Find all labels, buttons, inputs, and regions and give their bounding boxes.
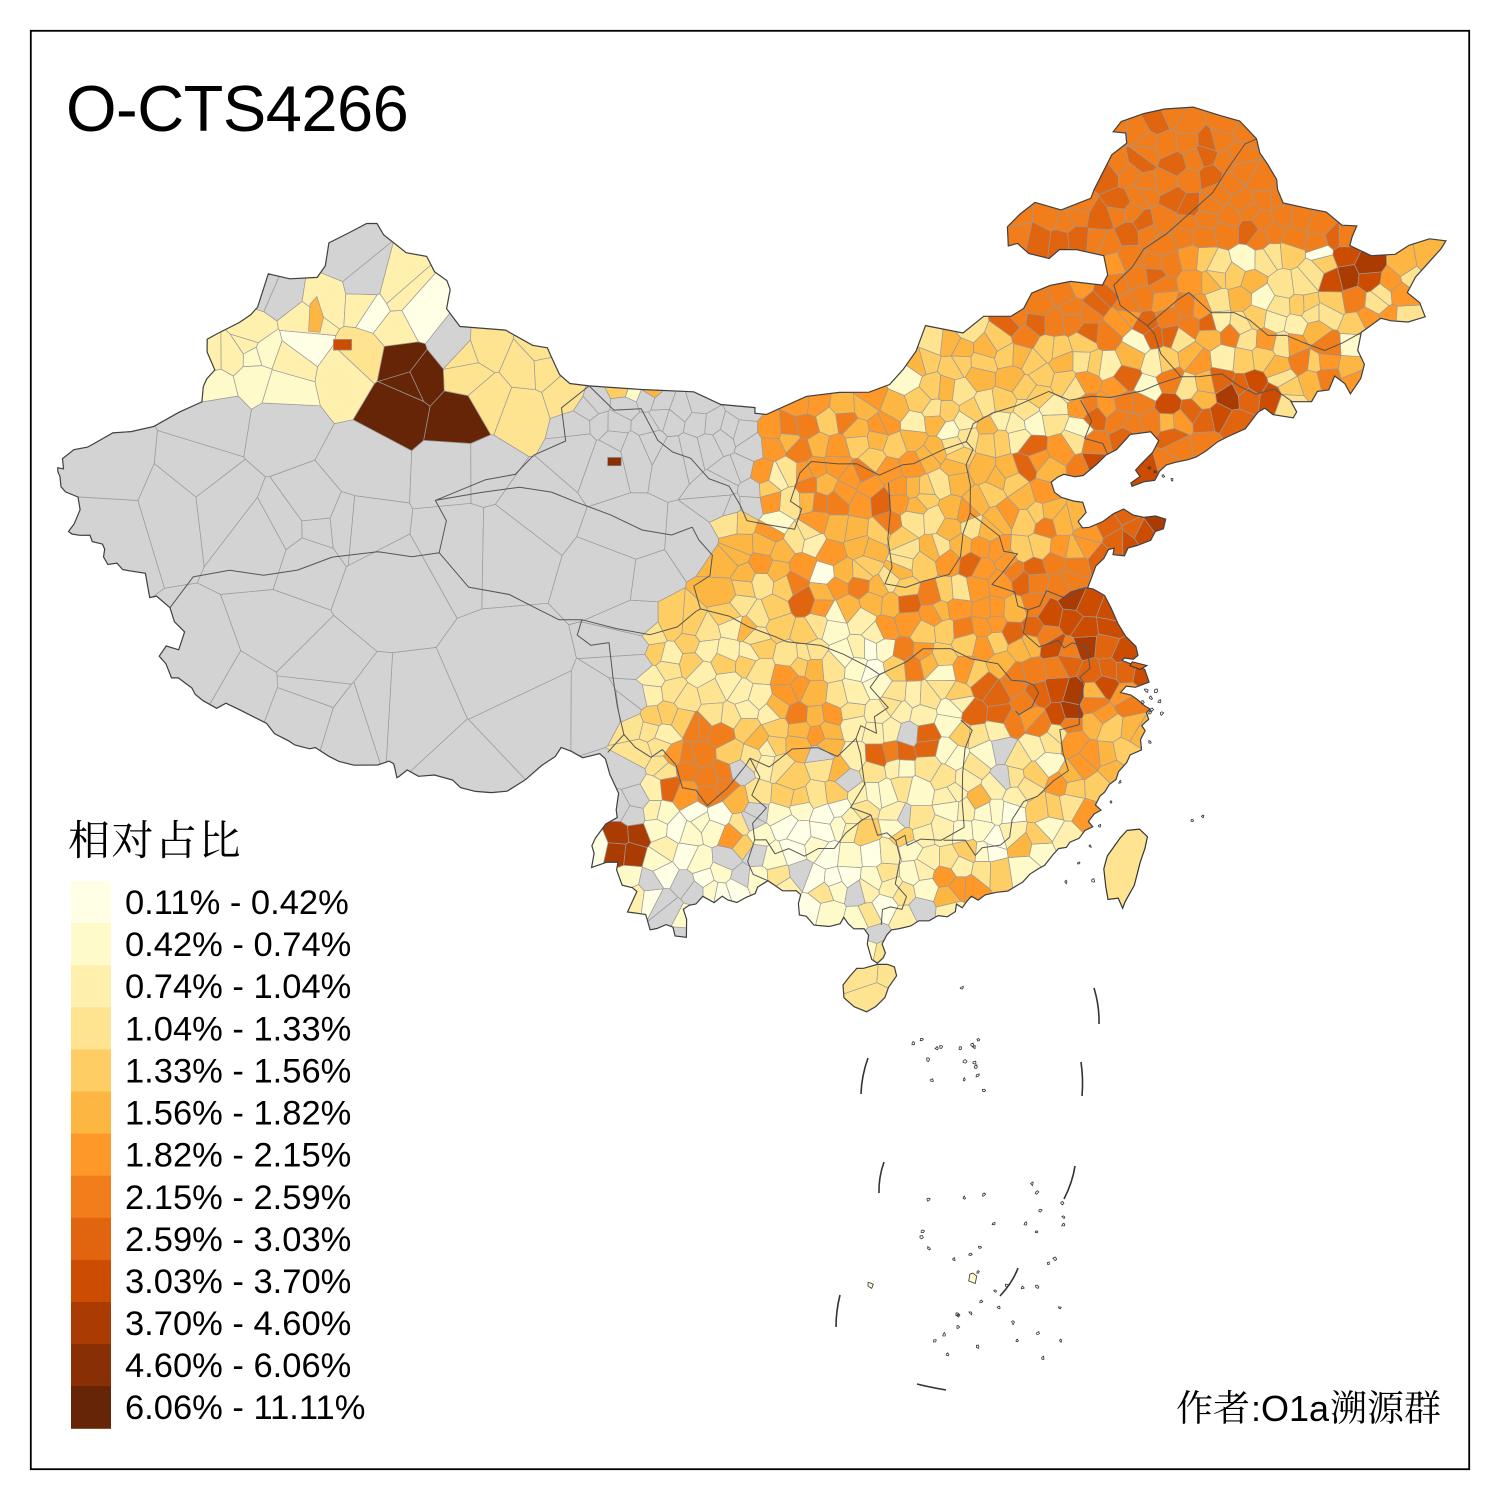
svg-text:3.03% - 3.70%: 3.03% - 3.70%	[125, 1263, 351, 1301]
svg-text:1.82% - 2.15%: 1.82% - 2.15%	[125, 1137, 351, 1175]
svg-text::O1a: :O1a	[1251, 1388, 1330, 1429]
svg-text:0.11% - 0.42%: 0.11% - 0.42%	[125, 884, 349, 922]
svg-text:0.42% - 0.74%: 0.42% - 0.74%	[125, 926, 351, 964]
svg-text:6.06% - 11.11%: 6.06% - 11.11%	[125, 1389, 365, 1427]
svg-text:1.04% - 1.33%: 1.04% - 1.33%	[125, 1010, 351, 1048]
svg-text:2.15% - 2.59%: 2.15% - 2.59%	[125, 1179, 351, 1217]
svg-text:O-CTS4266: O-CTS4266	[66, 72, 408, 145]
svg-text:4.60% - 6.06%: 4.60% - 6.06%	[125, 1347, 351, 1385]
svg-text:3.70% - 4.60%: 3.70% - 4.60%	[125, 1305, 351, 1343]
svg-text:0.74% - 1.04%: 0.74% - 1.04%	[125, 968, 351, 1006]
svg-text:2.59% - 3.03%: 2.59% - 3.03%	[125, 1221, 351, 1259]
svg-text:1.33% - 1.56%: 1.33% - 1.56%	[125, 1053, 351, 1091]
svg-text:1.56% - 1.82%: 1.56% - 1.82%	[125, 1095, 351, 1133]
